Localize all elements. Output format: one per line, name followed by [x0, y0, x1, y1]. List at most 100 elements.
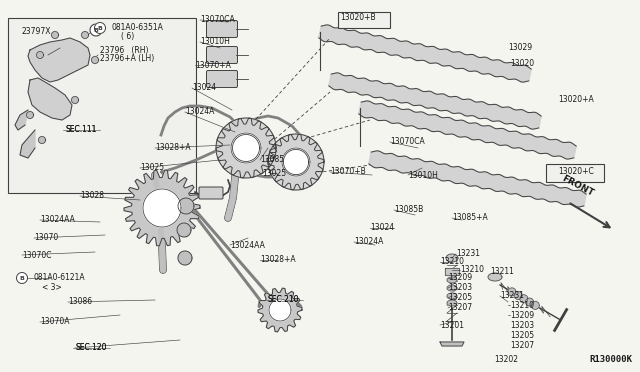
Polygon shape [232, 135, 259, 161]
Text: 13029: 13029 [508, 44, 532, 52]
Polygon shape [359, 101, 576, 159]
Text: SEC.111: SEC.111 [65, 125, 97, 135]
Polygon shape [38, 137, 45, 144]
Bar [546, 164, 604, 182]
Polygon shape [20, 130, 35, 158]
Polygon shape [178, 251, 192, 265]
Text: 13028+A: 13028+A [260, 256, 296, 264]
Text: 081A0-6351A: 081A0-6351A [112, 23, 164, 32]
Polygon shape [52, 32, 58, 38]
Polygon shape [447, 285, 457, 291]
Polygon shape [282, 148, 310, 176]
Polygon shape [143, 189, 181, 227]
Polygon shape [216, 118, 276, 178]
Polygon shape [514, 291, 522, 299]
Polygon shape [447, 300, 457, 306]
Text: 13024: 13024 [192, 83, 216, 93]
Text: 13210: 13210 [440, 257, 464, 266]
Text: 13020+C: 13020+C [558, 167, 594, 176]
Text: 13070+B: 13070+B [330, 167, 365, 176]
Text: SEC.120: SEC.120 [75, 343, 106, 353]
Text: 13203: 13203 [448, 283, 472, 292]
Polygon shape [15, 110, 28, 130]
Text: 13205: 13205 [448, 294, 472, 302]
Text: 13024AA: 13024AA [230, 241, 265, 250]
Text: 13020+A: 13020+A [558, 96, 594, 105]
Text: 13020+B: 13020+B [340, 13, 376, 22]
Text: 13070C: 13070C [22, 250, 51, 260]
Text: 081A0-6121A: 081A0-6121A [34, 273, 86, 282]
Text: 23796   (RH): 23796 (RH) [100, 45, 148, 55]
Polygon shape [90, 24, 102, 36]
Text: 13020: 13020 [510, 60, 534, 68]
Text: 13028+A: 13028+A [155, 144, 191, 153]
Text: 23796+A (LH): 23796+A (LH) [100, 55, 154, 64]
Polygon shape [508, 288, 516, 296]
Polygon shape [268, 134, 324, 190]
Text: 13024AA: 13024AA [40, 215, 75, 224]
Text: 13070CA: 13070CA [200, 16, 235, 25]
Text: 13231: 13231 [500, 292, 524, 301]
Text: 13209: 13209 [448, 273, 472, 282]
Text: 13024A: 13024A [185, 108, 214, 116]
Polygon shape [216, 118, 276, 178]
Text: R130000K: R130000K [589, 355, 632, 364]
Bar [8, 18, 196, 193]
Text: 23797X: 23797X [22, 28, 51, 36]
Text: 13010H: 13010H [200, 38, 230, 46]
Text: 13070+A: 13070+A [195, 61, 231, 70]
Text: 13085: 13085 [260, 155, 284, 164]
Bar [338, 12, 390, 28]
Polygon shape [178, 198, 194, 214]
Text: 13211: 13211 [490, 267, 514, 276]
Text: ( 6): ( 6) [121, 32, 134, 41]
FancyBboxPatch shape [207, 46, 237, 64]
Polygon shape [520, 295, 528, 303]
Polygon shape [525, 298, 534, 306]
Polygon shape [258, 288, 302, 332]
Polygon shape [445, 268, 459, 275]
Text: 13070A: 13070A [40, 317, 70, 327]
Polygon shape [319, 25, 531, 82]
Polygon shape [268, 134, 324, 190]
FancyBboxPatch shape [207, 71, 237, 87]
Text: 13085+A: 13085+A [452, 214, 488, 222]
Text: 13210: 13210 [460, 266, 484, 275]
Text: 13024: 13024 [370, 224, 394, 232]
Text: 13085B: 13085B [394, 205, 423, 215]
Text: SEC.210: SEC.210 [268, 295, 300, 305]
Polygon shape [26, 112, 33, 119]
Text: 13210: 13210 [510, 301, 534, 310]
Text: 13025: 13025 [262, 169, 286, 177]
Text: 13201: 13201 [440, 321, 464, 330]
Polygon shape [124, 170, 200, 246]
Text: 13202: 13202 [494, 356, 518, 365]
Polygon shape [329, 73, 541, 129]
Polygon shape [269, 299, 291, 321]
Polygon shape [36, 51, 44, 58]
Polygon shape [92, 57, 99, 64]
Polygon shape [231, 133, 261, 163]
Text: FRONT: FRONT [560, 174, 595, 198]
Polygon shape [95, 22, 106, 33]
Text: 13028: 13028 [80, 192, 104, 201]
Polygon shape [531, 301, 540, 310]
Text: 13010H: 13010H [408, 170, 438, 180]
Polygon shape [72, 96, 79, 103]
Text: 13024A: 13024A [354, 237, 383, 247]
Polygon shape [28, 38, 90, 82]
FancyBboxPatch shape [199, 187, 223, 199]
Text: 13203: 13203 [510, 321, 534, 330]
Text: 13086: 13086 [68, 298, 92, 307]
Polygon shape [28, 78, 72, 120]
Text: 13070CA: 13070CA [390, 138, 425, 147]
Text: B: B [20, 276, 24, 280]
Text: 13070: 13070 [34, 234, 58, 243]
Text: SEC.120: SEC.120 [75, 343, 106, 353]
Text: B: B [93, 28, 99, 32]
Text: 13231: 13231 [456, 250, 480, 259]
Polygon shape [177, 223, 191, 237]
Polygon shape [369, 151, 586, 207]
Text: 13207: 13207 [448, 304, 472, 312]
Polygon shape [488, 273, 502, 281]
